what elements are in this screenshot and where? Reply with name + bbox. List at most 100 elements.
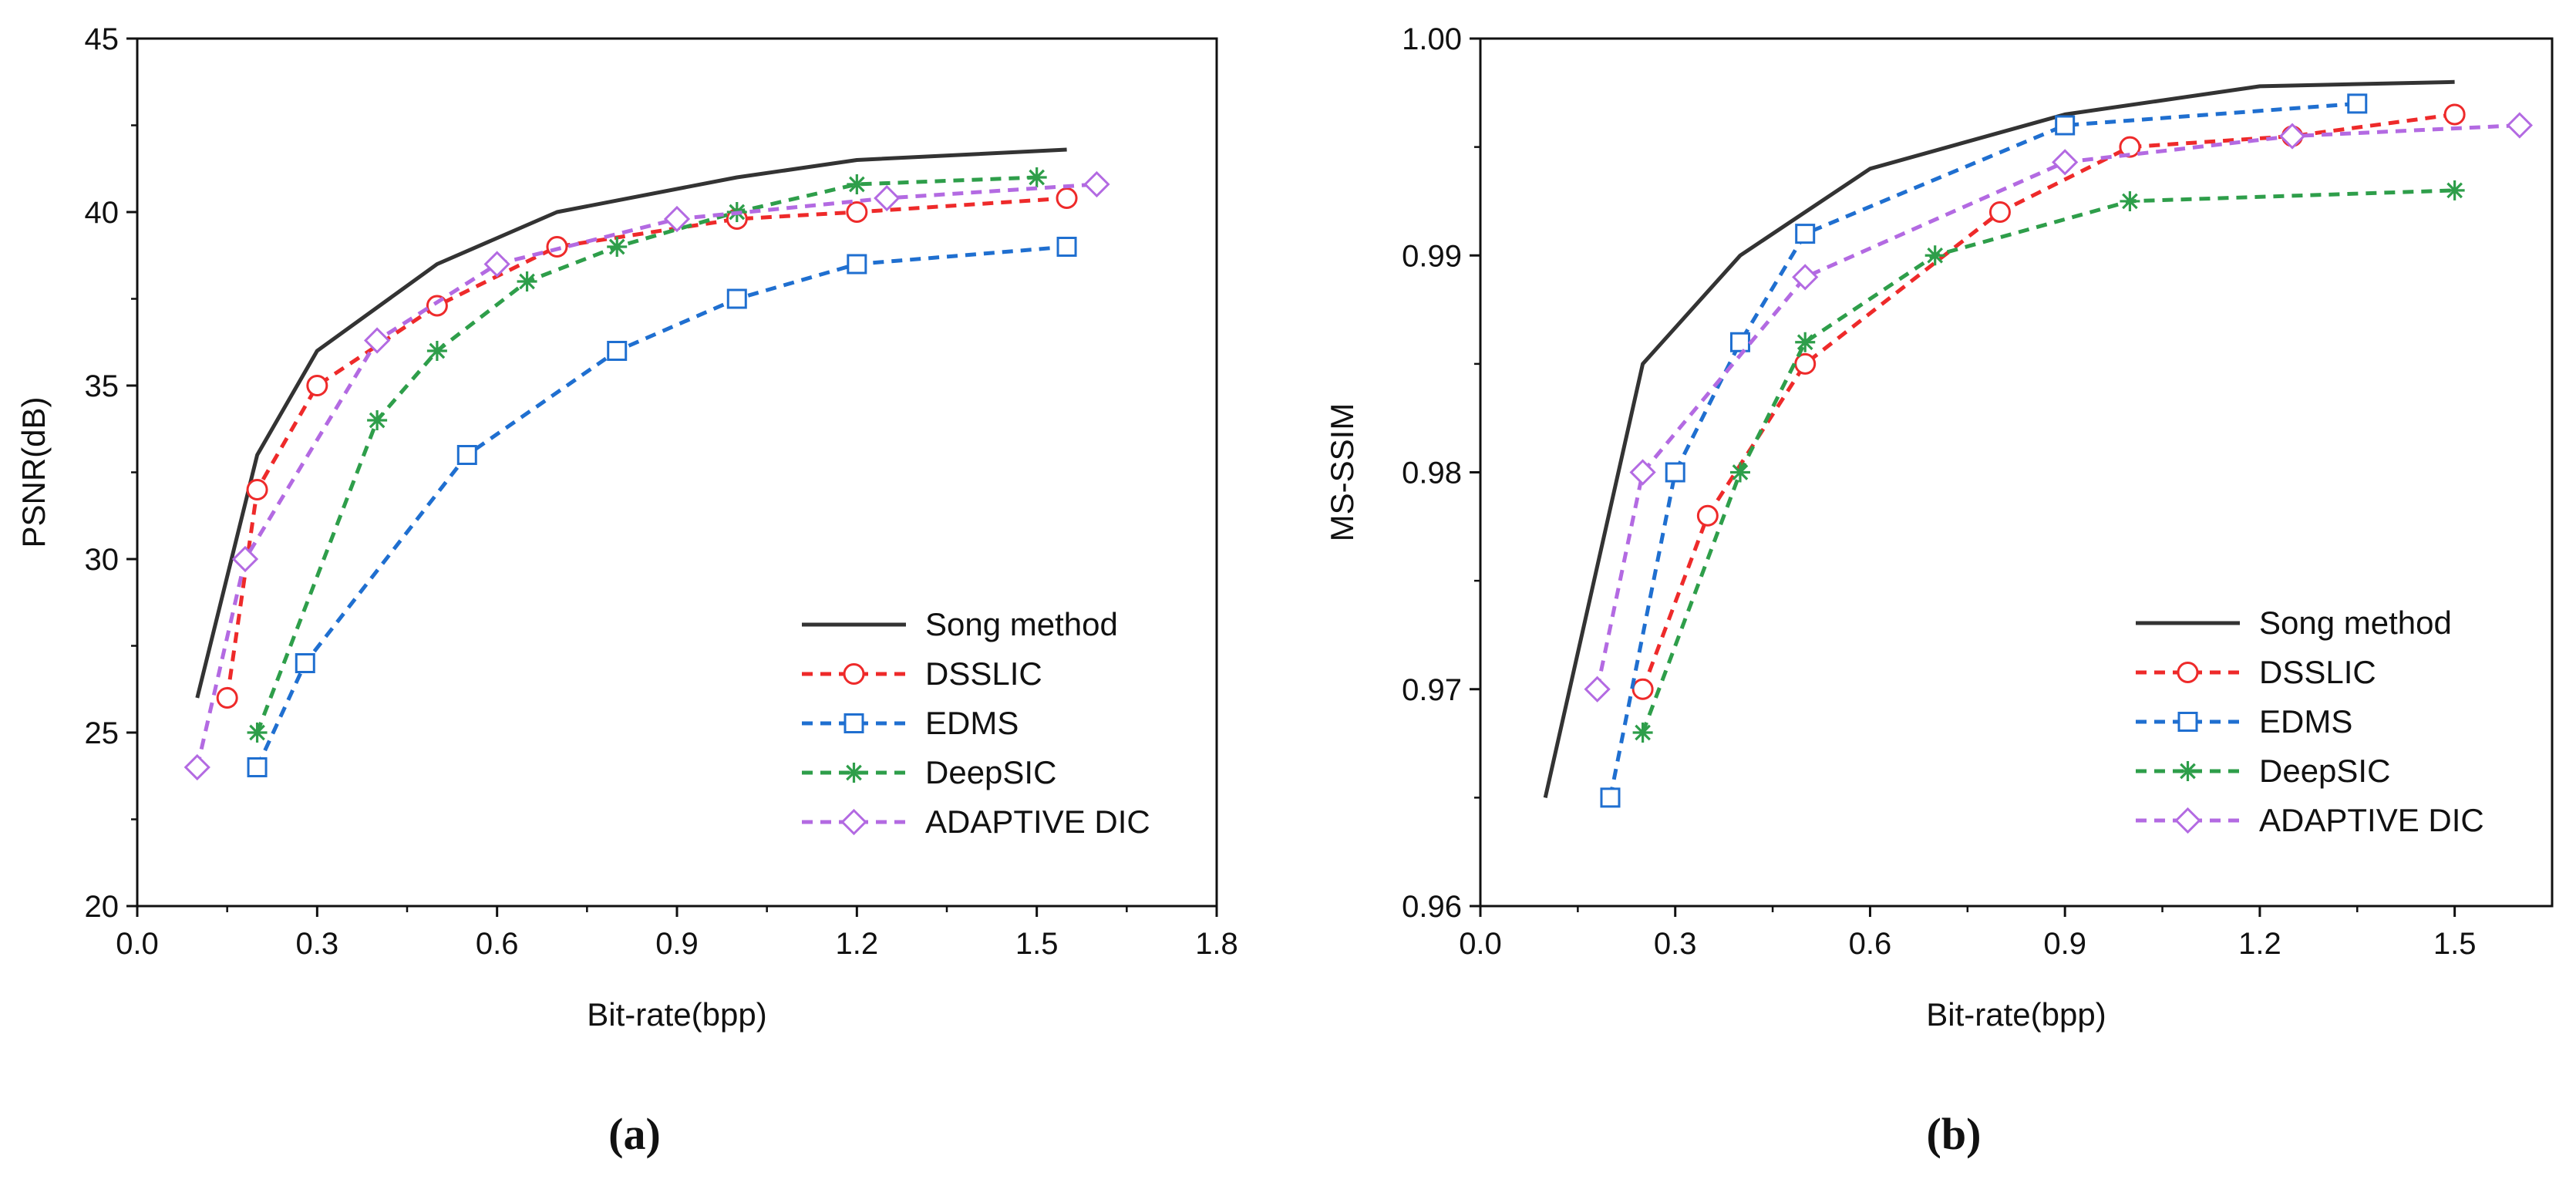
series-edms [247, 237, 1077, 777]
x-tick-label: 0.3 [296, 927, 339, 961]
series-line-song-method [195, 147, 1067, 699]
data-point-dsslic [546, 236, 568, 258]
x-tick-label: 0.6 [1849, 927, 1892, 961]
legend: Song method DSSLIC EDMS DeepSIC ADAPTIVE DIC [2136, 605, 2484, 838]
data-point-dsslic [246, 479, 268, 500]
data-point-edms [607, 341, 628, 361]
series-adaptive-dic [184, 170, 1110, 781]
series-deepsic [1632, 180, 2465, 743]
data-point-adaptive-dic [2506, 112, 2534, 139]
data-point-edms [1795, 224, 1816, 244]
x-axis-label: Bit-rate(bpp) [587, 996, 766, 1033]
data-point-dsslic [1794, 352, 1817, 375]
x-tick-label: 0.3 [1654, 927, 1697, 961]
legend-label-edms: EDMS [925, 705, 1019, 741]
x-tick-label: 1.5 [1015, 927, 1059, 961]
data-point-deepsic [607, 237, 628, 257]
y-tick-label: 0.97 [1402, 673, 1462, 707]
data-point-dsslic [426, 295, 448, 317]
data-point-adaptive-dic [2052, 149, 2079, 176]
data-point-edms [1665, 462, 1685, 483]
data-point-edms [295, 653, 315, 673]
legend-label-dsslic: DSSLIC [2259, 654, 2376, 690]
data-point-adaptive-dic [184, 753, 210, 781]
data-point-deepsic [367, 410, 388, 430]
chart-panel-a: 0.0 0.3 0.6 0.9 1.2 1.5 1.8 20 25 30 35 40 45 Bit-rat… [15, 22, 1238, 1159]
legend-label-adaptive-dic: ADAPTIVE DIC [925, 804, 1150, 840]
x-axis-label: Bit-rate(bpp) [1926, 996, 2106, 1033]
x-tick-label: 0.0 [116, 927, 159, 961]
data-point-dsslic [846, 201, 868, 223]
y-tick-label: 0.98 [1402, 457, 1462, 490]
data-point-dsslic [306, 375, 328, 396]
series-line-dsslic [1641, 112, 2455, 690]
y-axis-label: PSNR(dB) [15, 396, 52, 548]
data-point-dsslic [1696, 504, 1719, 527]
legend-label-song-method: Song method [2259, 605, 2452, 641]
series-edms [1600, 93, 2368, 808]
data-point-adaptive-dic [1792, 264, 1819, 291]
data-point-dsslic [1988, 201, 2011, 223]
series-line-song-method [1543, 79, 2455, 798]
legend-label-adaptive-dic: ADAPTIVE DIC [2259, 802, 2484, 838]
data-point-deepsic [247, 723, 268, 743]
chart-panel-b: 0.0 0.3 0.6 0.9 1.2 1.5 0.96 0.97 0.98 0.99 1.00 Bi… [1324, 22, 2554, 1159]
x-tick-label: 1.2 [2238, 927, 2281, 961]
series-song-method [1543, 79, 2455, 798]
data-point-edms [1600, 787, 1621, 808]
y-tick-label: 0.99 [1402, 239, 1462, 273]
y-tick-label: 35 [85, 369, 120, 403]
data-point-deepsic [2120, 190, 2140, 211]
data-point-adaptive-dic [874, 184, 901, 212]
data-point-adaptive-dic [2278, 123, 2306, 150]
data-point-edms [726, 288, 747, 309]
data-point-edms [2347, 93, 2368, 114]
y-tick-label: 1.00 [1402, 22, 1462, 56]
data-point-deepsic [1026, 167, 1047, 187]
series-song-method [195, 147, 1067, 699]
legend-marker-edms [844, 713, 864, 733]
series-adaptive-dic [1584, 112, 2534, 703]
data-point-adaptive-dic [1083, 170, 1110, 198]
legend: Song method DSSLIC EDMS DeepSIC ADAPTIVE DIC [802, 606, 1150, 840]
data-point-adaptive-dic [231, 545, 259, 573]
data-point-deepsic [1924, 245, 1945, 266]
data-point-edms [456, 445, 477, 465]
data-point-deepsic [847, 174, 867, 194]
y-tick-label: 25 [85, 716, 120, 750]
legend-marker-deepsic [844, 763, 864, 783]
y-tick-label: 40 [85, 196, 120, 230]
legend-label-deepsic: DeepSIC [2259, 753, 2390, 789]
legend-marker-deepsic [2177, 761, 2198, 781]
x-tick-label: 0.6 [476, 927, 519, 961]
data-point-adaptive-dic [1584, 676, 1611, 703]
data-point-adaptive-dic [483, 251, 510, 278]
data-point-edms [847, 254, 867, 275]
data-point-dsslic [1056, 187, 1078, 209]
series-line-edms [1608, 101, 2358, 798]
legend-label-edms: EDMS [2259, 703, 2352, 740]
data-point-deepsic [1729, 462, 1750, 483]
x-tick-label: 0.9 [2043, 927, 2086, 961]
panel-label: (b) [1927, 1109, 1982, 1159]
x-tick-label: 1.8 [1195, 927, 1238, 961]
legend-marker-adaptive-dic [2174, 807, 2201, 834]
legend-marker-dsslic [2177, 662, 2199, 683]
data-point-edms [1056, 237, 1077, 257]
data-point-dsslic [1631, 678, 1654, 700]
data-point-deepsic [2444, 180, 2465, 200]
data-point-deepsic [1632, 723, 1653, 743]
data-point-edms [247, 757, 268, 777]
data-point-adaptive-dic [663, 205, 691, 233]
x-tick-label: 1.5 [2433, 927, 2477, 961]
data-point-adaptive-dic [363, 327, 391, 354]
legend-label-song-method: Song method [925, 606, 1118, 642]
y-axis-label: MS-SSIM [1324, 403, 1360, 542]
data-point-edms [1729, 332, 1750, 352]
legend-marker-adaptive-dic [840, 808, 867, 836]
legend-marker-dsslic [843, 663, 865, 685]
legend-label-deepsic: DeepSIC [925, 754, 1056, 790]
data-point-dsslic [216, 687, 238, 709]
